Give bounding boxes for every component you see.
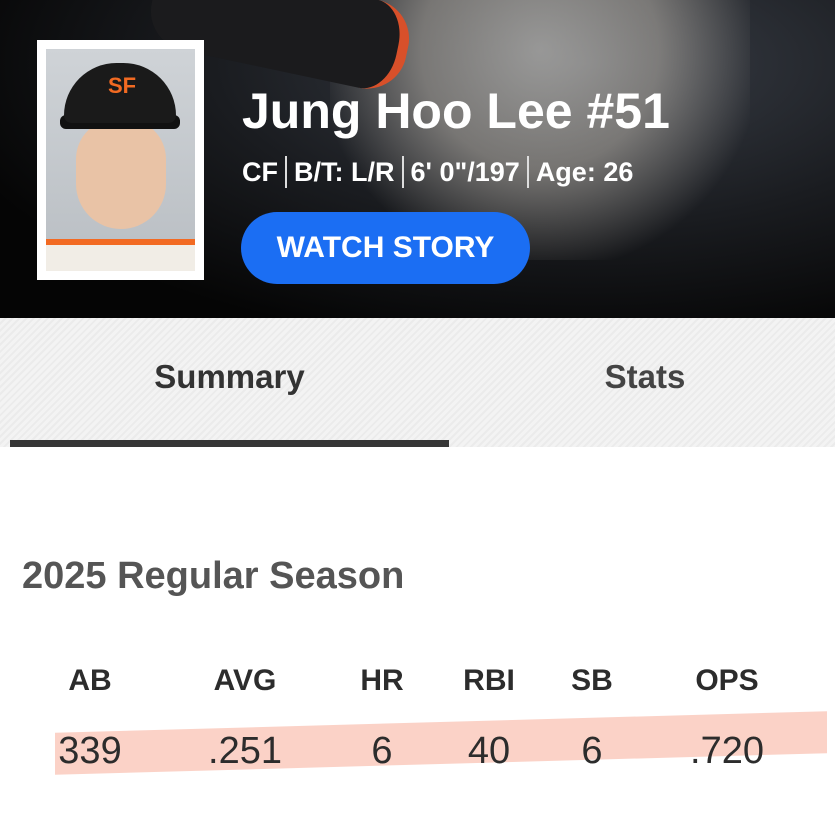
stat-header: RBI <box>463 664 515 697</box>
cap-logo: SF <box>108 73 137 98</box>
player-headshot: SF <box>37 40 204 280</box>
player-bats-throws: B/T: L/R <box>294 156 395 187</box>
stat-value: 6 <box>581 730 603 772</box>
tab-stats[interactable]: Stats <box>604 357 686 395</box>
divider <box>526 156 529 188</box>
player-info: CF B/T: L/R 6' 0"/197 Age: 26 <box>242 156 633 188</box>
player-age: Age: 26 <box>535 156 634 187</box>
divider <box>401 156 404 188</box>
stat-header: HR <box>360 664 404 697</box>
tab-summary[interactable]: Summary <box>154 357 305 395</box>
tab-bar: Summary Stats <box>0 318 835 447</box>
stat-header: AVG <box>213 664 277 697</box>
stat-value: .720 <box>690 730 764 772</box>
stat-value: 6 <box>371 730 393 772</box>
stat-header: AB <box>68 664 112 697</box>
watch-story-button[interactable]: WATCH STORY <box>241 212 530 284</box>
active-tab-indicator <box>10 440 449 447</box>
stat-header: OPS <box>695 664 759 697</box>
player-name: Jung Hoo Lee #51 <box>242 83 670 139</box>
stat-header: SB <box>571 664 613 697</box>
stat-value: 339 <box>58 730 122 772</box>
stat-value: .251 <box>208 730 282 772</box>
player-position: CF <box>242 156 278 187</box>
player-header: SF Jung Hoo Lee #51 CF B/T: L/R 6' 0"/19… <box>0 0 835 318</box>
divider <box>285 156 287 188</box>
player-height-weight: 6' 0"/197 <box>410 156 520 187</box>
stat-value: 40 <box>467 730 511 772</box>
section-title: 2025 Regular Season <box>22 555 405 597</box>
